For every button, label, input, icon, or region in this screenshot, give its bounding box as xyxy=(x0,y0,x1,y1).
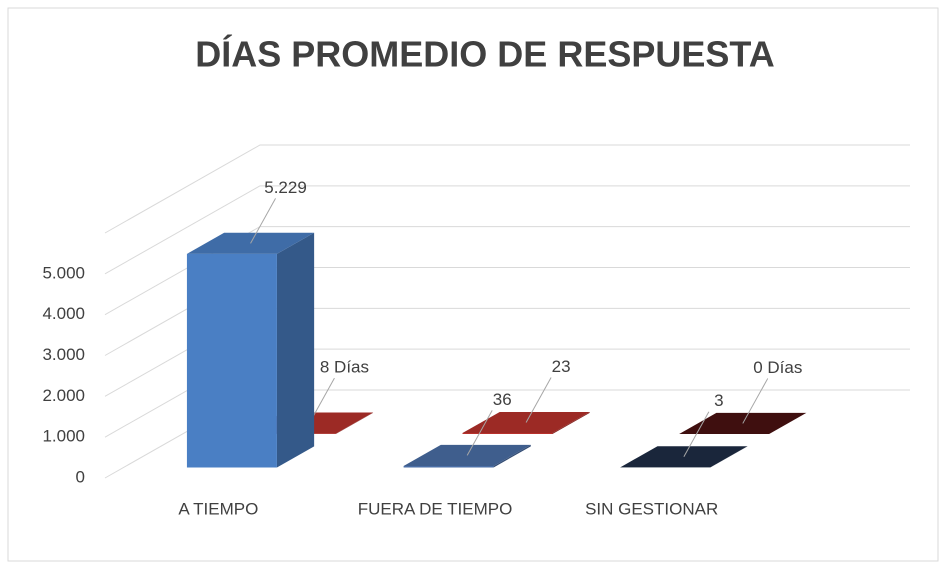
leader-line xyxy=(683,411,710,458)
grid-frame xyxy=(104,144,910,234)
y-tick-label: 0 xyxy=(76,467,85,486)
data-label: 0 Días xyxy=(753,358,802,377)
leader-line xyxy=(525,377,552,423)
bar-side xyxy=(493,444,531,468)
bar-front xyxy=(403,465,494,468)
bar-side xyxy=(552,411,590,434)
chart-title: DÍAS PROMEDIO DE RESPUESTA xyxy=(195,34,774,75)
data-label: 3 xyxy=(714,391,723,410)
y-tick-label: 4.000 xyxy=(42,304,85,323)
bar-side xyxy=(335,412,374,434)
leader-line xyxy=(466,410,493,456)
leader-line xyxy=(742,378,769,424)
data-label: 23 xyxy=(552,357,571,376)
bar-front xyxy=(186,253,277,468)
bar-front xyxy=(462,433,553,434)
leader-line xyxy=(250,198,276,244)
y-tick-label: 5.000 xyxy=(42,263,85,282)
data-label: 5.229 xyxy=(264,178,307,197)
y-tick-label: 3.000 xyxy=(42,345,85,364)
x-tick-label: FUERA DE TIEMPO xyxy=(358,499,513,518)
x-tick-label: SIN GESTIONAR xyxy=(585,499,718,518)
bar-top xyxy=(186,232,315,254)
bar-side xyxy=(710,446,748,468)
chart-border xyxy=(7,7,939,562)
y-tick-label: 1.000 xyxy=(42,427,85,446)
y-tick-label: 2.000 xyxy=(42,386,85,405)
data-label: 36 xyxy=(493,390,512,409)
data-label: 8 Días xyxy=(320,358,369,377)
grid-line xyxy=(104,185,910,275)
bar-side xyxy=(276,232,315,468)
bar xyxy=(186,232,315,468)
x-tick-label: A TIEMPO xyxy=(178,499,258,518)
